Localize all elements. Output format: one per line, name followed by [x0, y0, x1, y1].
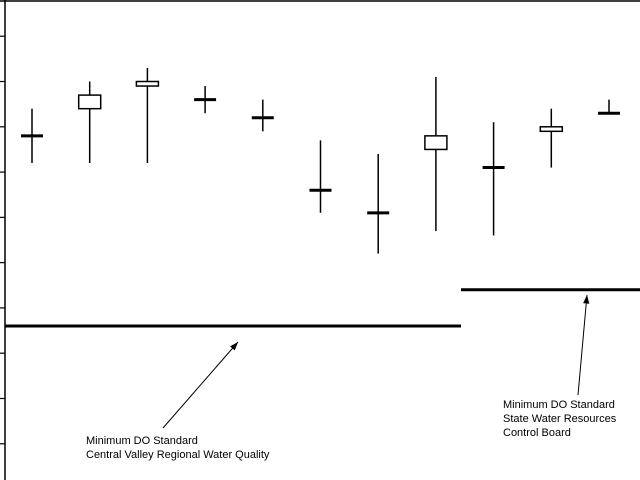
annotation: Minimum DO Standard — [86, 435, 198, 447]
annotation: Minimum DO Standard — [503, 399, 615, 411]
box — [539, 126, 564, 133]
arrow-shaft — [162, 341, 239, 429]
arrow-shaft — [577, 294, 588, 396]
box — [77, 94, 102, 110]
box — [135, 80, 160, 87]
arrow-head — [230, 342, 238, 351]
arrow-head — [583, 295, 590, 304]
annotation: State Water Resources — [503, 413, 617, 425]
box — [424, 135, 448, 151]
annotation: Central Valley Regional Water Quality — [86, 449, 270, 461]
annotation: Control Board — [503, 427, 571, 439]
